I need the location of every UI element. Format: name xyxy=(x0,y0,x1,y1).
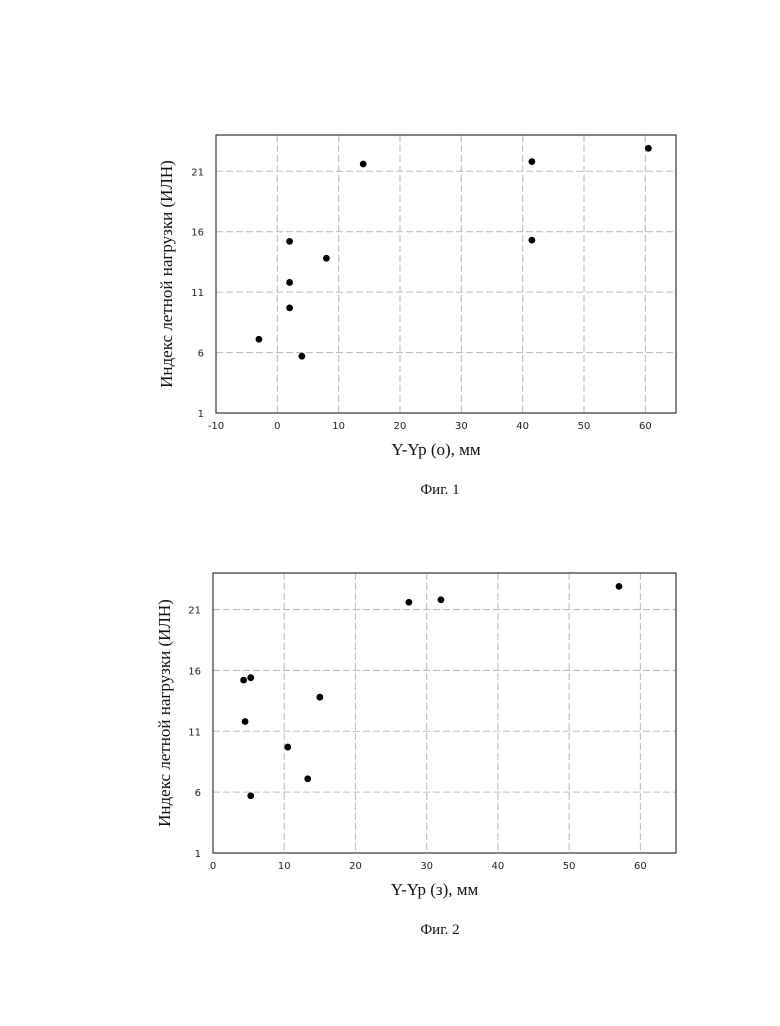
y-axis-label: Индекс летной нагрузки (ИЛН) xyxy=(157,160,176,388)
figure-caption: Фиг. 1 xyxy=(420,482,459,498)
y-tick-label: 6 xyxy=(195,788,201,799)
y-tick-label: 11 xyxy=(191,288,204,299)
y-tick-label: 11 xyxy=(188,727,201,738)
data-point xyxy=(645,145,652,152)
x-tick-label: 30 xyxy=(455,421,468,432)
x-tick-label: 50 xyxy=(578,421,591,432)
chart-2: 010203040506016111621Y-Yp (з), ммИндекс … xyxy=(155,573,676,938)
data-point xyxy=(256,336,263,343)
data-point xyxy=(286,304,293,311)
figure-caption: Фиг. 2 xyxy=(420,922,459,938)
y-tick-label: 21 xyxy=(188,606,201,617)
data-point xyxy=(298,353,305,360)
data-point xyxy=(242,718,249,725)
x-axis-label: Y-Yp (o), мм xyxy=(391,440,481,459)
data-point xyxy=(616,583,623,590)
x-tick-label: 60 xyxy=(639,421,652,432)
y-tick-label: 1 xyxy=(198,409,204,420)
data-point xyxy=(438,596,445,603)
y-tick-label: 1 xyxy=(195,849,201,860)
x-axis-label: Y-Yp (з), мм xyxy=(391,880,479,899)
x-tick-label: 0 xyxy=(210,861,216,872)
data-point xyxy=(360,161,367,168)
x-tick-label: 10 xyxy=(278,861,291,872)
x-tick-label: 40 xyxy=(492,861,505,872)
data-point xyxy=(247,674,254,681)
data-point xyxy=(405,599,412,606)
x-tick-label: 50 xyxy=(563,861,576,872)
x-tick-label: 40 xyxy=(516,421,529,432)
data-point xyxy=(528,158,535,165)
y-tick-label: 16 xyxy=(191,228,204,239)
y-tick-label: 21 xyxy=(191,167,204,178)
y-axis-label: Индекс летной нагрузки (ИЛН) xyxy=(155,599,174,827)
x-tick-label: 60 xyxy=(634,861,647,872)
data-point xyxy=(286,279,293,286)
chart-1: -10010203040506016111621Y-Yp (o), ммИнде… xyxy=(157,135,676,498)
data-point xyxy=(247,792,254,799)
x-tick-label: 20 xyxy=(349,861,362,872)
data-point xyxy=(240,677,247,684)
data-point xyxy=(286,238,293,245)
x-tick-label: -10 xyxy=(208,421,224,432)
data-point xyxy=(284,744,291,751)
plot-frame xyxy=(216,135,676,413)
data-point xyxy=(316,694,323,701)
data-point xyxy=(304,775,311,782)
data-point xyxy=(323,255,330,262)
x-tick-label: 0 xyxy=(274,421,280,432)
y-tick-label: 16 xyxy=(188,666,201,677)
y-tick-label: 6 xyxy=(198,349,204,360)
plot-frame xyxy=(213,573,676,853)
x-tick-label: 30 xyxy=(420,861,433,872)
x-tick-label: 10 xyxy=(332,421,345,432)
x-tick-label: 20 xyxy=(394,421,407,432)
data-point xyxy=(528,237,535,244)
